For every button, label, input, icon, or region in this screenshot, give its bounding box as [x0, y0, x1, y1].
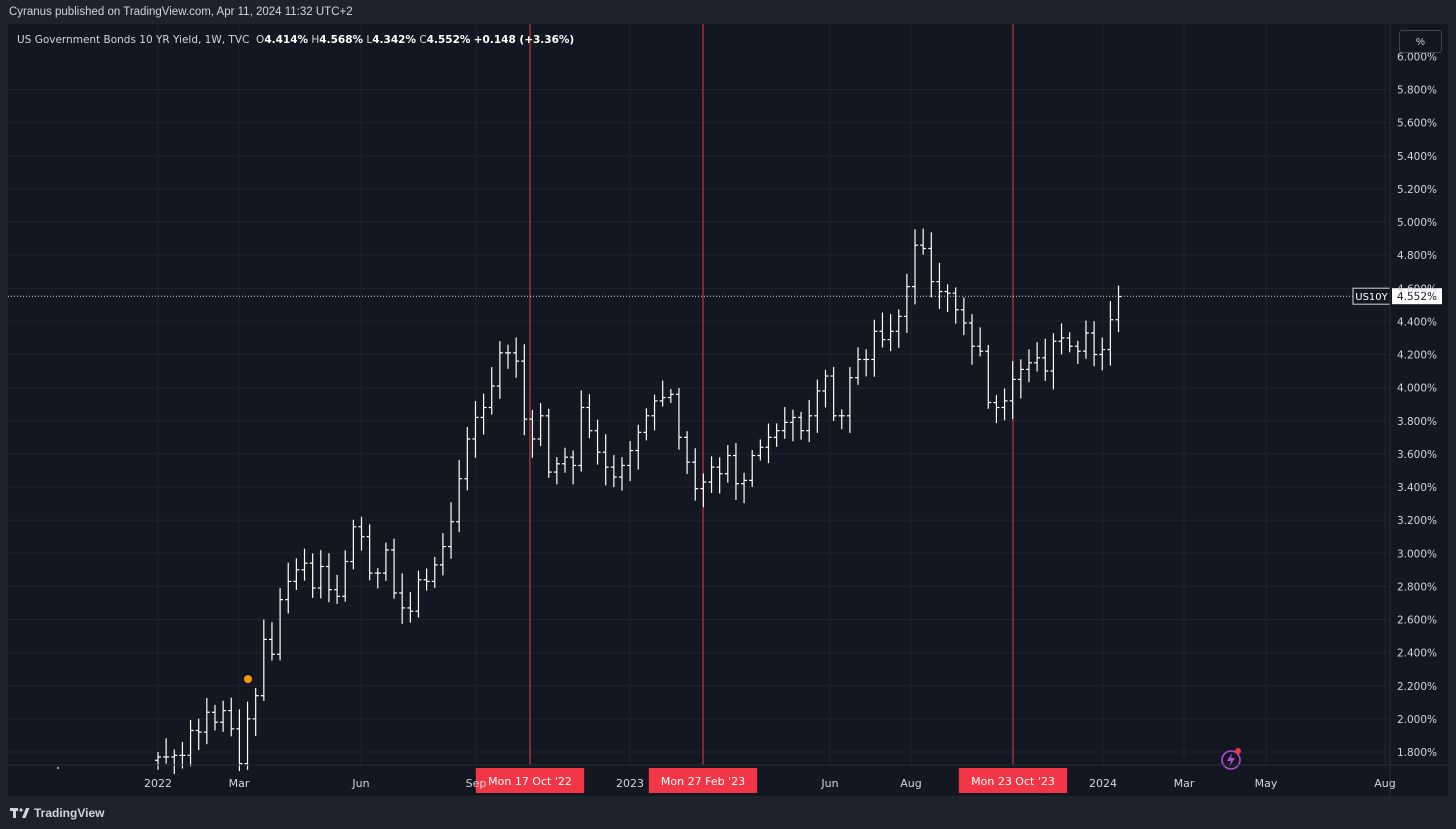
legend-close-label: C [419, 34, 427, 46]
vertical-markers: Mon 17 Oct '22 Mon 27 Feb '23 Mon 23 Oct '… [475, 24, 1068, 793]
x-tick-label: Mar [229, 777, 250, 790]
x-tick-label: Jun [351, 777, 369, 790]
x-tick-label: 2022 [144, 777, 172, 790]
y-tick-label: 3.600% [1397, 449, 1437, 461]
publisher-text: Cyranus published on TradingView.com, Ap… [9, 6, 353, 18]
y-tick-label: 5.800% [1397, 85, 1437, 97]
grid-lines [8, 24, 1390, 765]
marker-date-tag [475, 768, 585, 793]
chart-area[interactable] [8, 24, 1448, 796]
time-axis: 2022 Mar Jun Sep 2023 Jun Aug 2024 Mar May Aug [8, 764, 1448, 790]
y-tick-label: 2.400% [1397, 648, 1437, 660]
legend-open: 4.414% [264, 34, 309, 46]
legend-change: +0.148 (+3.36%) [473, 34, 575, 46]
lightning-icon-bolt [1227, 753, 1235, 767]
marker-date-label: Mon 17 Oct '22 [488, 775, 572, 788]
y-tick-label: 5.400% [1397, 151, 1437, 163]
y-tick-label: 4.400% [1397, 316, 1437, 328]
y-tick-label: 3.000% [1397, 548, 1437, 560]
y-tick-label: 6.000% [1397, 51, 1437, 63]
price-tag [1392, 288, 1442, 305]
legend-symbol: US Government Bonds 10 YR Yield, 1W, TVC [17, 34, 250, 46]
x-tick-label: Jun [820, 777, 838, 790]
y-tick-label: 2.000% [1397, 714, 1437, 726]
y-tick-label: 3.400% [1397, 482, 1437, 494]
marker-date-tag [958, 768, 1068, 793]
x-tick-label: 2023 [616, 777, 644, 790]
legend-high-label: H [311, 34, 320, 46]
y-tick-label: 2.200% [1397, 681, 1437, 693]
lightning-icon [1221, 748, 1241, 770]
event-dot [244, 675, 252, 684]
legend-open-label: O [256, 34, 265, 46]
overlay: US10Y 4.552% [8, 287, 1442, 770]
marker-date-label: Mon 27 Feb '23 [661, 775, 745, 788]
symbol-tag-label: US10Y [1355, 292, 1388, 303]
tradingview-logo-icon [10, 808, 30, 818]
percent-scale-button[interactable]: % [1399, 30, 1442, 53]
legend-low-label: L [366, 34, 373, 46]
y-tick-label: 3.200% [1397, 515, 1437, 527]
y-tick-label: 1.800% [1397, 747, 1437, 759]
x-tick-label: May [1255, 777, 1278, 790]
legend: US Government Bonds 10 YR Yield, 1W, TVC… [17, 34, 574, 46]
x-tick-label: Mar [1174, 777, 1195, 790]
y-tick-label: 3.800% [1397, 416, 1437, 428]
y-tick-label: 5.600% [1397, 118, 1437, 130]
price-tag-label: 4.552% [1397, 291, 1437, 303]
x-tick-label: Aug [1374, 777, 1395, 790]
publisher-bar: Cyranus published on TradingView.com, Ap… [0, 0, 1456, 24]
y-tick-label: 5.000% [1397, 217, 1437, 229]
marker-date-label: Mon 23 Oct '23 [971, 775, 1055, 788]
ohlc-bars [57, 228, 1122, 775]
tradingview-logo[interactable]: TradingView [10, 806, 104, 820]
price-axis: 5.800% 5.600% 5.400% 5.200% 5.000% 4.800% 4.60… [1389, 24, 1437, 796]
y-tick-label: 4.200% [1397, 350, 1437, 362]
legend-low: 4.342% [372, 34, 416, 46]
x-tick-label: 2024 [1089, 777, 1117, 790]
lightning-icon-ring [1221, 750, 1241, 770]
y-tick-label: 4.000% [1397, 383, 1437, 395]
y-tick-label: 4.600% [1397, 283, 1437, 295]
y-tick-label: 4.800% [1397, 250, 1437, 262]
y-tick-label: 2.600% [1397, 615, 1437, 627]
notification-dot [1235, 748, 1241, 754]
x-tick-label: Sep [466, 777, 487, 790]
y-tick-label: 5.200% [1397, 184, 1437, 196]
tradingview-logo-text: TradingView [34, 806, 105, 820]
marker-date-tag [648, 768, 758, 793]
y-tick-label: 2.800% [1397, 581, 1437, 593]
legend-close: 4.552% [426, 34, 471, 46]
footer-bar [0, 796, 1456, 829]
x-tick-label: Aug [900, 777, 921, 790]
legend-high: 4.568% [319, 34, 364, 46]
